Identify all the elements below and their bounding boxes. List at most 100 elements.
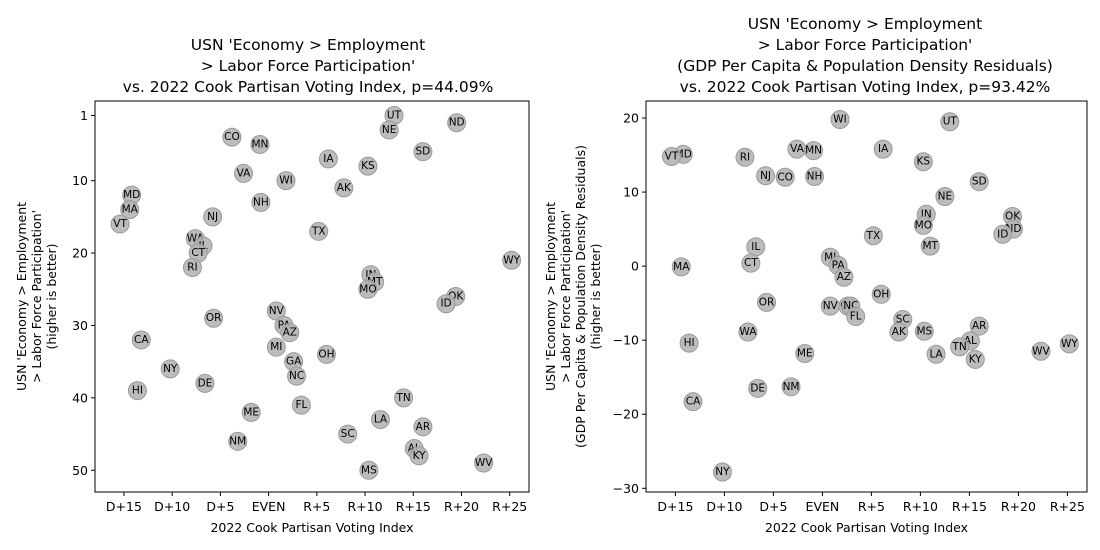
point-marker bbox=[834, 267, 854, 287]
point-mo: MO bbox=[913, 215, 933, 235]
point-label: WV bbox=[475, 457, 493, 469]
x-tick-label: D+10 bbox=[706, 499, 742, 514]
x-tick-label: R+20 bbox=[1001, 499, 1036, 514]
point-marker bbox=[413, 142, 433, 162]
point-marker bbox=[251, 192, 271, 212]
point-nc: NC bbox=[287, 366, 307, 386]
point-label: WI bbox=[833, 114, 846, 126]
point-ut: UT bbox=[384, 105, 404, 125]
point-label: WA bbox=[739, 326, 757, 338]
y-tick-label: 10 bbox=[72, 173, 88, 188]
point-label: NJ bbox=[760, 170, 771, 182]
x-tick-label: R+20 bbox=[444, 499, 479, 514]
point-marker bbox=[370, 410, 390, 430]
point-ny: NY bbox=[160, 359, 180, 379]
point-nm: NM bbox=[228, 431, 248, 451]
point-label: MS bbox=[916, 325, 932, 337]
x-axis-label: 2022 Cook Partisan Voting Index bbox=[210, 520, 413, 535]
point-ia: IA bbox=[873, 139, 893, 159]
point-label: LA bbox=[929, 348, 943, 360]
point-marker bbox=[889, 322, 909, 342]
chart-title-line: USN 'Economy > Employment bbox=[191, 36, 425, 54]
point-label: NC bbox=[289, 370, 304, 382]
point-wi: WI bbox=[830, 110, 850, 130]
point-label: VT bbox=[113, 218, 127, 230]
point-marker bbox=[913, 215, 933, 235]
point-marker bbox=[203, 207, 223, 227]
point-nh: NH bbox=[805, 167, 825, 187]
point-ne: NE bbox=[935, 187, 955, 207]
point-label: ID bbox=[997, 228, 1008, 240]
point-vt: VT bbox=[110, 214, 130, 234]
point-marker bbox=[276, 171, 296, 191]
point-marker bbox=[873, 139, 893, 159]
y-axis-label-line: > Labor Force Participation' bbox=[558, 210, 573, 383]
point-label: NJ bbox=[207, 211, 218, 223]
x-tick-label: R+5 bbox=[303, 499, 330, 514]
point-label: RI bbox=[187, 262, 197, 274]
x-tick-label: EVEN bbox=[806, 499, 840, 514]
point-mt: MT bbox=[920, 236, 940, 256]
point-me: ME bbox=[795, 344, 815, 364]
point-marker bbox=[280, 323, 300, 343]
point-az: AZ bbox=[280, 323, 300, 343]
point-md: MD bbox=[122, 185, 142, 205]
point-label: ME bbox=[797, 348, 813, 360]
point-marker bbox=[781, 377, 801, 397]
point-marker bbox=[291, 395, 311, 415]
point-label: VA bbox=[237, 167, 252, 179]
point-marker bbox=[228, 431, 248, 451]
point-label: NV bbox=[269, 305, 285, 317]
y-tick-label: 30 bbox=[72, 318, 88, 333]
point-label: NY bbox=[715, 466, 730, 478]
point-label: LA bbox=[374, 414, 388, 426]
y-tick-label: −20 bbox=[613, 407, 639, 422]
point-marker bbox=[131, 330, 151, 350]
point-marker bbox=[830, 110, 850, 130]
point-label: AK bbox=[892, 326, 907, 338]
point-mo: MO bbox=[358, 279, 378, 299]
x-tick-label: D+5 bbox=[759, 499, 787, 514]
point-marker bbox=[805, 167, 825, 187]
point-label: ID bbox=[440, 298, 451, 310]
point-marker bbox=[250, 134, 270, 154]
point-marker bbox=[222, 127, 242, 147]
point-ar: AR bbox=[969, 316, 989, 336]
chart-title-line: (GDP Per Capita & Population Density Res… bbox=[677, 57, 1053, 75]
point-fl: FL bbox=[291, 395, 311, 415]
point-vt: VT bbox=[661, 147, 681, 167]
chart-title: USN 'Economy > Employment > Labor Force P… bbox=[123, 36, 494, 96]
point-marker bbox=[738, 322, 758, 342]
point-wv: WV bbox=[1031, 341, 1051, 361]
point-label: WV bbox=[1032, 345, 1050, 357]
point-label: TX bbox=[866, 230, 881, 242]
point-id: ID bbox=[993, 224, 1013, 244]
point-marker bbox=[712, 462, 732, 482]
point-label: CT bbox=[744, 257, 758, 269]
x-tick-label: R+25 bbox=[1050, 499, 1085, 514]
point-marker bbox=[671, 257, 691, 277]
point-marker bbox=[863, 226, 883, 246]
y-axis-label-line: USN 'Economy > Employment bbox=[14, 202, 29, 391]
x-tick-label: D+10 bbox=[154, 499, 190, 514]
point-marker bbox=[993, 224, 1013, 244]
point-marker bbox=[110, 214, 130, 234]
point-wy: WY bbox=[502, 250, 522, 270]
y-axis-label-line: (higher is better) bbox=[588, 243, 603, 349]
point-label: HI bbox=[132, 385, 143, 397]
chart-title-line: vs. 2022 Cook Partisan Voting Index, p=9… bbox=[680, 78, 1051, 96]
chart-title-line: > Labor Force Participation' bbox=[758, 36, 973, 54]
point-label: IL bbox=[751, 241, 760, 253]
point-label: MO bbox=[359, 283, 376, 295]
y-tick-label: 50 bbox=[72, 463, 88, 478]
point-label: TX bbox=[311, 225, 326, 237]
point-ks: KS bbox=[913, 152, 933, 172]
point-marker bbox=[241, 402, 261, 422]
point-ny: NY bbox=[712, 462, 732, 482]
point-label: NE bbox=[382, 124, 397, 136]
point-label: MD bbox=[123, 189, 140, 201]
point-nh: NH bbox=[251, 192, 271, 212]
point-label: UT bbox=[387, 109, 402, 121]
point-marker bbox=[358, 156, 378, 176]
point-ca: CA bbox=[131, 330, 151, 350]
